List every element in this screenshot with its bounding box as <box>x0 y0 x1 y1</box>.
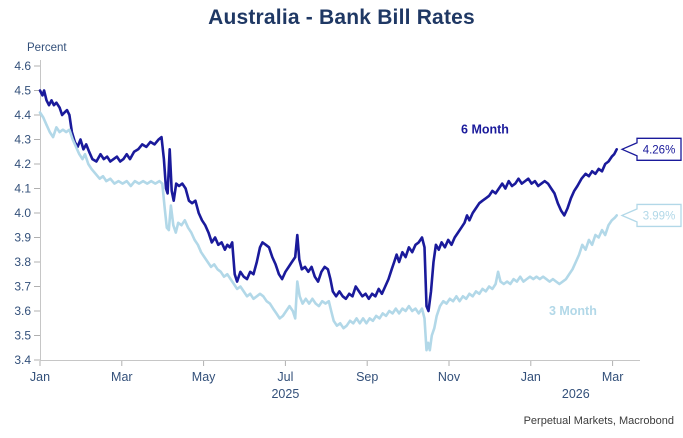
x-axis-tick-label: Jul <box>277 370 293 384</box>
end-value-label: 4.26% <box>643 144 676 156</box>
x-axis-tick-label: Jan <box>30 370 50 384</box>
end-value-callout-3-month <box>620 203 682 228</box>
y-axis-unit-label: Percent <box>27 42 67 54</box>
y-axis-tick-label: 4.5 <box>14 84 31 98</box>
source-attribution: Perpetual Markets, Macrobond <box>523 415 674 427</box>
chart-title: Australia - Bank Bill Rates <box>208 6 475 29</box>
end-value-label: 3.99% <box>643 210 676 222</box>
x-axis-tick-label: Mar <box>111 370 133 384</box>
y-axis-tick-label: 3.7 <box>14 280 31 294</box>
y-axis-tick-label: 3.4 <box>14 353 31 367</box>
x-axis-year-label: 2026 <box>562 387 590 401</box>
y-axis-tick-label: 4.4 <box>14 108 31 122</box>
x-axis-tick-label: Mar <box>602 370 624 384</box>
y-axis-tick-label: 4.0 <box>14 206 31 220</box>
x-axis-tick-label: May <box>192 370 216 384</box>
y-axis-tick-label: 3.9 <box>14 231 31 245</box>
x-axis-tick-label: Sep <box>356 370 378 384</box>
x-axis-year-label: 2025 <box>271 387 299 401</box>
series-name-label-3-month: 3 Month <box>549 304 597 318</box>
end-value-callout-6-month <box>620 137 682 161</box>
series-line-3-month <box>38 111 619 352</box>
y-axis-tick-label: 3.6 <box>14 304 31 318</box>
series-line-6-month <box>38 89 619 313</box>
y-axis-tick-label: 4.6 <box>14 59 31 73</box>
y-axis-tick-label: 4.1 <box>14 182 31 196</box>
x-axis-tick-label: Nov <box>438 370 461 384</box>
series-name-label-6-month: 6 Month <box>461 123 509 137</box>
y-axis-tick-label: 4.3 <box>14 133 31 147</box>
y-axis-tick-label: 3.5 <box>14 329 31 343</box>
x-axis-tick-label: Jan <box>521 370 541 384</box>
y-axis-tick-label: 3.8 <box>14 255 31 269</box>
y-axis-tick-label: 4.2 <box>14 157 31 171</box>
